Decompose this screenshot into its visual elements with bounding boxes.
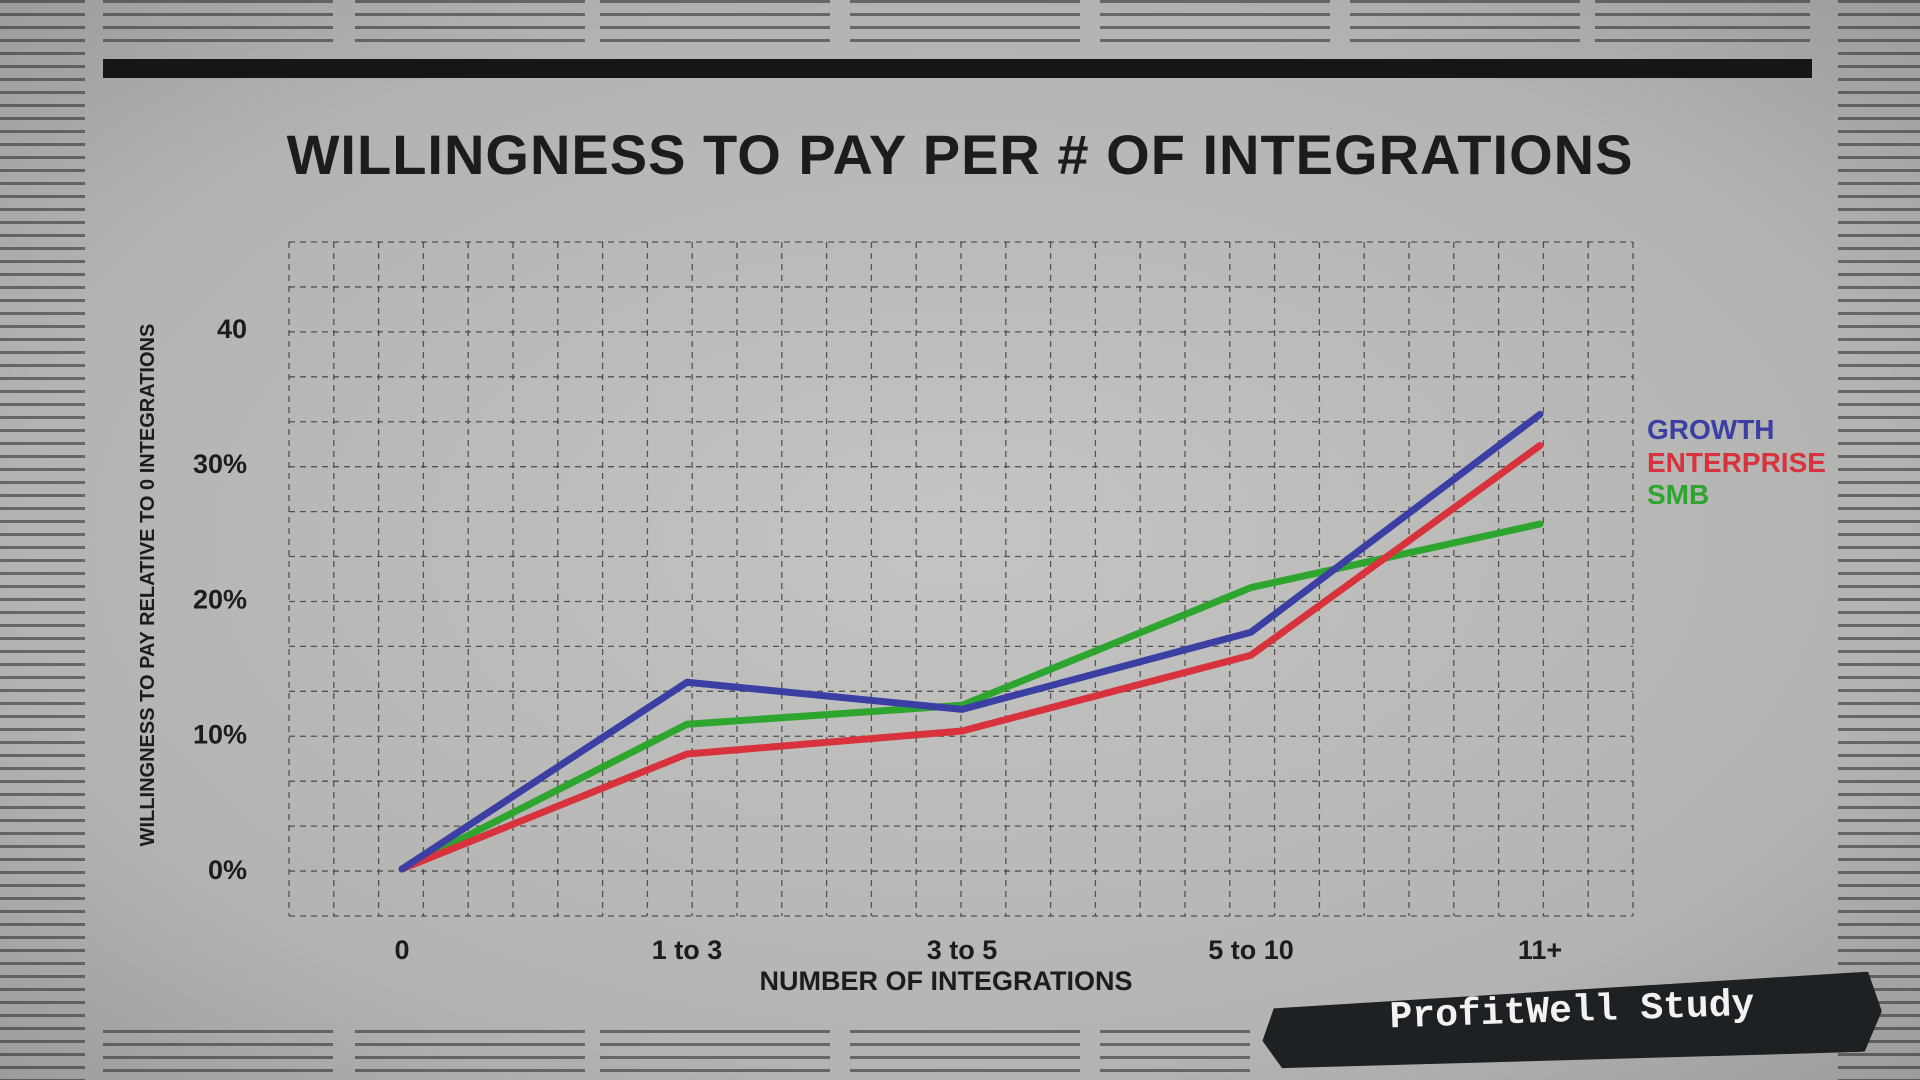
x-tick-label: 0 (394, 935, 409, 965)
y-tick-label: 10% (193, 720, 247, 750)
y-tick-label: 30% (193, 449, 247, 479)
x-tick-label: 11+ (1518, 935, 1562, 965)
x-tick-label: 5 to 10 (1208, 935, 1294, 965)
y-tick-label: 40 (217, 314, 247, 344)
y-tick-label: 20% (193, 584, 247, 614)
legend-enterprise: ENTERPRISE (1647, 447, 1826, 478)
newspaper-column (0, 0, 85, 1080)
chart-title: WILLINGNESS TO PAY PER # OF INTEGRATIONS (286, 123, 1634, 186)
newspaper-column (1100, 1030, 1250, 1080)
newspaper-column (850, 1030, 1080, 1080)
newspaper-column (1838, 0, 1920, 1080)
newspaper-column (850, 0, 1080, 50)
newspaper-column (103, 1030, 333, 1080)
x-tick-label: 3 to 5 (927, 935, 998, 965)
legend-growth: GROWTH (1647, 414, 1775, 445)
newspaper-column (355, 1030, 585, 1080)
newspaper-column (600, 1030, 830, 1080)
series-line-smb (398, 520, 1544, 873)
newspaper-column (1100, 0, 1330, 50)
newspaper-column (103, 0, 333, 50)
y-axis-title: WILLINGNESS TO PAY RELATIVE TO 0 INTEGRA… (137, 324, 159, 847)
black-rule (103, 59, 1812, 78)
x-axis-title: NUMBER OF INTEGRATIONS (760, 966, 1133, 996)
newspaper-column (355, 0, 585, 50)
x-tick-label: 1 to 3 (652, 935, 723, 965)
y-tick-label: 0% (208, 855, 247, 885)
series-line-enterprise (398, 442, 1544, 873)
newspaper-column (1595, 0, 1810, 50)
legend-smb: SMB (1647, 479, 1710, 510)
newspaper-column (600, 0, 830, 50)
newspaper-column (1350, 0, 1580, 50)
